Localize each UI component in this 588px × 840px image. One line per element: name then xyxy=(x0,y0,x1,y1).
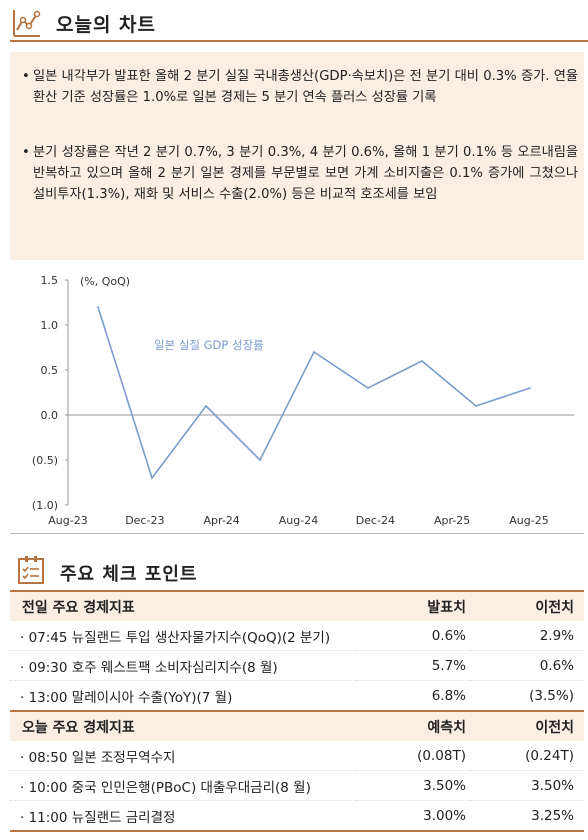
summary-bullet: • 일본 내각부가 발표한 올해 2 분기 실질 국내총생산(GDP·속보치)은… xyxy=(22,66,578,108)
indicator-previous: (0.24T) xyxy=(470,741,584,771)
x-tick-label: Apr-25 xyxy=(434,514,470,527)
indicator-previous: 3.25% xyxy=(470,800,584,831)
y-unit-label: (%, QoQ) xyxy=(80,275,130,288)
y-tick-label: 1.0 xyxy=(41,319,59,332)
table-row: · 11:00 뉴질랜드 금리결정 3.00% 3.25% xyxy=(10,800,584,831)
table-bottom-rule xyxy=(10,830,584,832)
series-line xyxy=(97,306,531,480)
data-point xyxy=(313,351,315,353)
indicator-name: · 08:50 일본 조정무역수지 xyxy=(10,741,356,771)
table-header-cell: 발표치 xyxy=(356,590,470,621)
x-tick-label: Aug-23 xyxy=(48,514,87,527)
table-header-row: 전일 주요 경제지표 발표치 이전치 xyxy=(10,590,584,621)
table-header-cell: 전일 주요 경제지표 xyxy=(10,590,356,621)
data-point xyxy=(421,360,423,362)
y-tick-label: (1.0) xyxy=(32,499,58,512)
summary-bullet-text: 분기 성장률은 작년 2 분기 0.7%, 3 분기 0.3%, 4 분기 0.… xyxy=(33,145,578,202)
indicator-actual: 6.8% xyxy=(356,680,470,712)
indicator-forecast: 3.50% xyxy=(356,770,470,801)
indicator-forecast: (0.08T) xyxy=(356,741,470,771)
indicator-name: · 07:45 뉴질랜드 투입 생산자물가지수(QoQ)(2 분기) xyxy=(10,621,356,651)
table-header-cell: 예측치 xyxy=(356,710,470,741)
indicator-previous: 0.6% xyxy=(470,650,584,681)
x-tick-label: Aug-24 xyxy=(279,514,318,527)
indicator-name: · 09:30 호주 웨스트팩 소비자심리지수(8 월) xyxy=(10,650,356,681)
indicator-actual: 5.7% xyxy=(356,650,470,681)
table-row: · 10:00 중국 인민은행(PBoC) 대출우대금리(8 월) 3.50% … xyxy=(10,770,584,801)
indicator-forecast: 3.00% xyxy=(356,800,470,831)
indicator-name: · 11:00 뉴질랜드 금리결정 xyxy=(10,800,356,831)
table-header-row: 오늘 주요 경제지표 예측치 이전치 xyxy=(10,710,584,741)
gdp-chart: 1.5 1.0 0.5 0.0 (0.5) (1.0) (%, QoQ) Aug-23 Dec-… xyxy=(10,262,584,532)
x-tick-label: Dec-24 xyxy=(356,514,395,527)
indicator-name: · 10:00 중국 인민은행(PBoC) 대출우대금리(8 월) xyxy=(10,770,356,801)
y-tick-label: 0.0 xyxy=(41,409,59,422)
table-row: · 09:30 호주 웨스트팩 소비자심리지수(8 월) 5.7% 0.6% xyxy=(10,650,584,681)
data-point xyxy=(529,387,531,389)
table-header-cell: 이전치 xyxy=(470,710,584,741)
checkpoint-header: 주요 체크 포인트 xyxy=(12,554,584,588)
data-point xyxy=(151,477,153,479)
header-divider xyxy=(10,40,588,42)
data-point xyxy=(97,306,99,308)
indicator-actual: 0.6% xyxy=(356,621,470,651)
indicator-table: 전일 주요 경제지표 발표치 이전치 · 07:45 뉴질랜드 투입 생산자물가… xyxy=(10,590,584,831)
table-row: · 07:45 뉴질랜드 투입 생산자물가지수(QoQ)(2 분기) 0.6% … xyxy=(10,621,584,651)
indicator-previous: (3.5%) xyxy=(470,680,584,712)
y-tick-label: (0.5) xyxy=(32,454,58,467)
indicator-name: · 13:00 말레이시아 수출(YoY)(7 월) xyxy=(10,680,356,712)
table-header-cell: 이전치 xyxy=(470,590,584,621)
checklist-icon xyxy=(18,556,44,584)
summary-panel: • 일본 내각부가 발표한 올해 2 분기 실질 국내총생산(GDP·속보치)은… xyxy=(10,52,584,260)
x-tick-label: Aug-25 xyxy=(509,514,548,527)
table-row: · 13:00 말레이시아 수출(YoY)(7 월) 6.8% (3.5%) xyxy=(10,680,584,712)
page-header: 오늘의 차트 xyxy=(12,6,584,40)
page-title: 오늘의 차트 xyxy=(56,14,157,36)
y-tick-label: 1.5 xyxy=(41,274,59,287)
x-tick-label: Apr-24 xyxy=(204,514,240,527)
data-point xyxy=(367,387,369,389)
x-tick-label: Dec-23 xyxy=(125,514,164,527)
data-point xyxy=(205,405,207,407)
data-point xyxy=(475,405,477,407)
series-label: 일본 실질 GDP 성장률 xyxy=(154,338,264,352)
summary-bullet-text: 일본 내각부가 발표한 올해 2 분기 실질 국내총생산(GDP·속보치)은 전… xyxy=(33,69,578,105)
summary-bullet: • 분기 성장률은 작년 2 분기 0.7%, 3 분기 0.3%, 4 분기 … xyxy=(22,142,578,205)
data-point xyxy=(259,459,261,461)
section-title: 주요 체크 포인트 xyxy=(60,564,198,585)
chart-bottom-divider xyxy=(10,533,584,534)
y-tick-label: 0.5 xyxy=(41,364,59,377)
table-header-cell: 오늘 주요 경제지표 xyxy=(10,710,356,741)
gdp-chart-svg: 1.5 1.0 0.5 0.0 (0.5) (1.0) (%, QoQ) Aug-23 Dec-… xyxy=(32,274,574,527)
chart-icon xyxy=(13,10,41,37)
table-row: · 08:50 일본 조정무역수지 (0.08T) (0.24T) xyxy=(10,741,584,771)
indicator-previous: 3.50% xyxy=(470,770,584,801)
indicator-previous: 2.9% xyxy=(470,621,584,651)
